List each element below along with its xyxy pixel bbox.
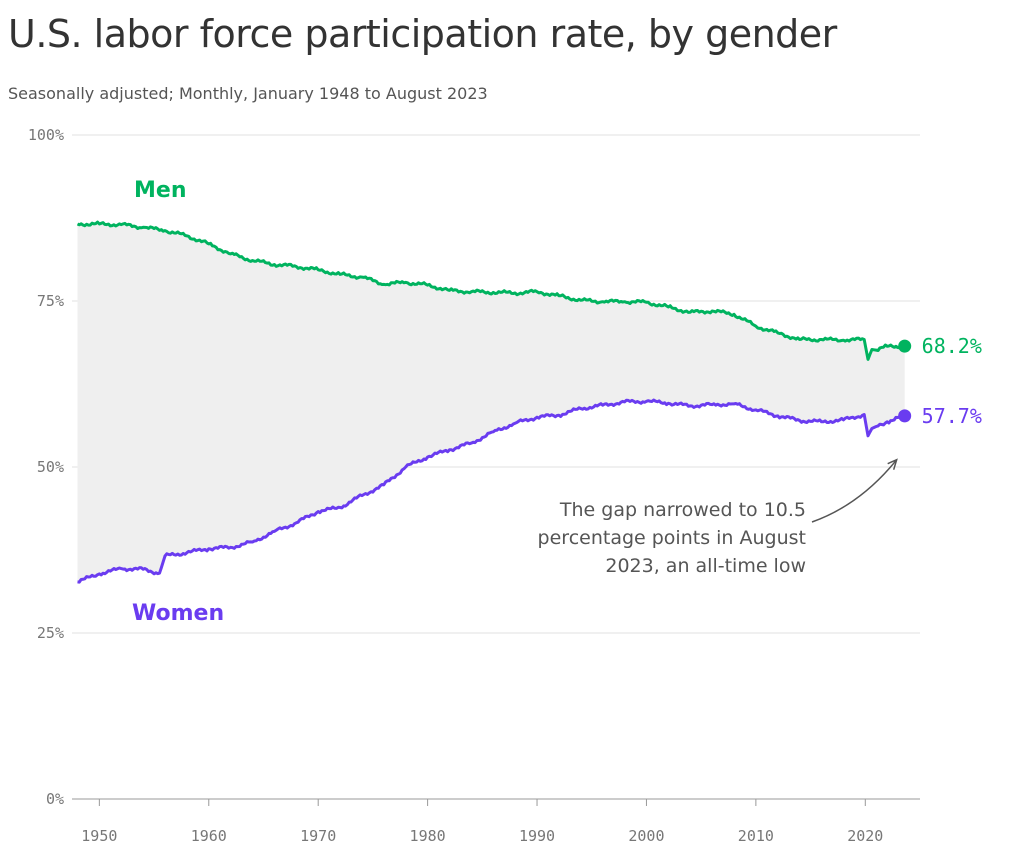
annotation-text-line: percentage points in August bbox=[538, 527, 806, 549]
men-end-label: 68.2% bbox=[922, 334, 982, 358]
x-tick-label: 1970 bbox=[300, 827, 336, 845]
x-tick-label: 1990 bbox=[519, 827, 555, 845]
women-end-point bbox=[898, 409, 912, 423]
y-tick-label: 75% bbox=[37, 292, 64, 310]
men-series-label: Men bbox=[134, 178, 186, 203]
women-line bbox=[77, 398, 905, 584]
y-tick-label: 0% bbox=[46, 790, 64, 808]
annotation-text-line: The gap narrowed to 10.5 bbox=[559, 499, 806, 521]
men-end-point bbox=[898, 339, 912, 353]
x-tick-label: 1980 bbox=[410, 827, 446, 845]
women-series-label: Women bbox=[132, 601, 224, 626]
x-tick-label: 2000 bbox=[628, 827, 664, 845]
men-line bbox=[76, 220, 906, 361]
annotation-arrow-line bbox=[811, 459, 898, 523]
x-tick-label: 2010 bbox=[738, 827, 774, 845]
chart-labels: 68.2% 57.7% Men Women bbox=[132, 178, 982, 626]
x-tick-label: 1950 bbox=[81, 827, 117, 845]
annotation-arrow-head bbox=[887, 458, 898, 470]
women-end-label: 57.7% bbox=[922, 404, 982, 428]
x-tick-label: 2020 bbox=[847, 827, 883, 845]
y-tick-label: 25% bbox=[37, 624, 64, 642]
chart-subtitle: Seasonally adjusted; Monthly, January 19… bbox=[8, 84, 488, 103]
annotation: The gap narrowed to 10.5 percentage point… bbox=[538, 458, 898, 577]
y-tick-label: 100% bbox=[28, 126, 64, 144]
annotation-text-line: 2023, an all-time low bbox=[605, 555, 806, 577]
chart-title: U.S. labor force participation rate, by … bbox=[8, 12, 837, 56]
x-tick-label: 1960 bbox=[191, 827, 227, 845]
series-lines bbox=[76, 220, 912, 584]
y-tick-label: 50% bbox=[37, 458, 64, 476]
axes: 0% 25% 50% 75% 100% 1950 1960 1970 1980 1990 2000 2… bbox=[28, 126, 920, 845]
